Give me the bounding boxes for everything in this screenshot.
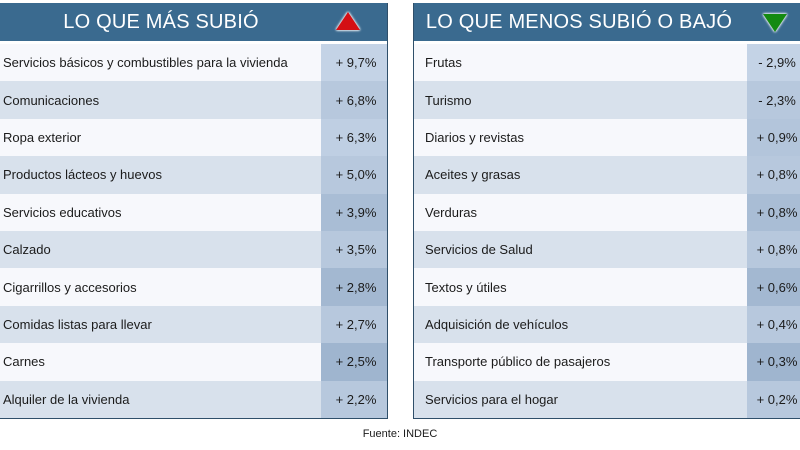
table-row: Adquisición de vehículos + 0,4%: [414, 305, 800, 344]
table-header: LO QUE MENOS SUBIÓ O BAJÓ: [414, 3, 800, 41]
row-label: Servicios para el hogar: [425, 391, 558, 407]
table-body: Servicios básicos y combustibles para la…: [0, 44, 387, 418]
row-value: + 2,5%: [321, 343, 387, 381]
table-row: Comunicaciones + 6,8%: [0, 81, 387, 119]
top-increases-table: LO QUE MÁS SUBIÓ Servicios básicos y com…: [0, 3, 388, 419]
row-value: + 0,2%: [747, 380, 800, 418]
table-row: Turismo - 2,3%: [414, 81, 800, 119]
table-title: LO QUE MÁS SUBIÓ: [63, 11, 259, 33]
row-label: Productos lácteos y huevos: [3, 167, 162, 183]
table-row: Cigarrillos y accesorios + 2,8%: [0, 268, 387, 306]
row-value: + 0,9%: [747, 118, 800, 157]
row-value: + 0,4%: [747, 305, 800, 344]
row-value: + 2,8%: [321, 268, 387, 306]
row-value: + 0,3%: [747, 343, 800, 381]
table-row: Frutas - 2,9%: [414, 44, 800, 82]
table-row: Ropa exterior + 6,3%: [0, 118, 387, 157]
row-value: - 2,9%: [747, 44, 800, 82]
row-label: Ropa exterior: [3, 129, 82, 145]
table-row: Verduras + 0,8%: [414, 193, 800, 231]
row-value: + 6,3%: [321, 118, 387, 157]
row-label: Carnes: [3, 354, 45, 370]
triangle-down-icon: [763, 14, 787, 32]
row-label: Comunicaciones: [3, 92, 100, 108]
row-label: Alquiler de la vivienda: [3, 391, 130, 407]
row-value: + 0,8%: [747, 193, 800, 231]
row-value: + 9,7%: [321, 44, 387, 82]
table-row: Servicios para el hogar + 0,2%: [414, 380, 800, 418]
row-value: + 2,2%: [321, 380, 387, 418]
row-value: + 0,6%: [747, 268, 800, 306]
source-note: Fuente: INDEC: [362, 428, 438, 440]
table-row: Servicios educativos + 3,9%: [0, 193, 387, 231]
row-label: Servicios básicos y combustibles para la…: [3, 55, 288, 71]
table-row: Diarios y revistas + 0,9%: [414, 118, 800, 157]
table-row: Servicios de Salud + 0,8%: [414, 230, 800, 269]
table-row: Comidas listas para llevar + 2,7%: [0, 305, 387, 344]
table-row: Textos y útiles + 0,6%: [414, 268, 800, 306]
row-label: Textos y útiles: [425, 279, 507, 295]
row-value: + 0,8%: [747, 230, 800, 269]
row-label: Transporte público de pasajeros: [425, 354, 611, 370]
table-row: Alquiler de la vivienda + 2,2%: [0, 380, 387, 418]
row-label: Diarios y revistas: [425, 129, 524, 145]
table-body: Frutas - 2,9% Turismo - 2,3% Diarios y revis…: [414, 44, 800, 418]
table-row: Productos lácteos y huevos + 5,0%: [0, 156, 387, 194]
row-label: Turismo: [425, 92, 472, 108]
table-title: LO QUE MENOS SUBIÓ O BAJÓ: [425, 11, 733, 33]
row-value: + 5,0%: [321, 156, 387, 194]
table-row: Calzado + 3,5%: [0, 230, 387, 269]
table-row: Servicios básicos y combustibles para la…: [0, 44, 387, 82]
row-value: + 3,9%: [321, 193, 387, 231]
table-row: Transporte público de pasajeros + 0,3%: [414, 343, 800, 381]
row-value: + 3,5%: [321, 230, 387, 269]
row-label: Aceites y grasas: [425, 167, 521, 183]
table-header: LO QUE MÁS SUBIÓ: [0, 3, 387, 41]
row-value: + 0,8%: [747, 156, 800, 194]
row-label: Comidas listas para llevar: [3, 316, 152, 332]
row-label: Calzado: [3, 242, 51, 258]
row-value: + 6,8%: [321, 81, 387, 119]
row-label: Cigarrillos y accesorios: [3, 279, 137, 295]
row-value: - 2,3%: [747, 81, 800, 119]
table-row: Aceites y grasas + 0,8%: [414, 156, 800, 194]
triangle-up-icon: [336, 12, 360, 30]
row-label: Servicios educativos: [3, 204, 122, 220]
table-row: Carnes + 2,5%: [0, 343, 387, 381]
row-label: Adquisición de vehículos: [425, 316, 569, 332]
row-label: Frutas: [425, 55, 462, 71]
lowest-increases-table: LO QUE MENOS SUBIÓ O BAJÓ Frutas - 2,9% Tu…: [413, 3, 800, 419]
row-label: Servicios de Salud: [425, 242, 533, 258]
row-value: + 2,7%: [321, 305, 387, 344]
row-label: Verduras: [425, 204, 478, 220]
